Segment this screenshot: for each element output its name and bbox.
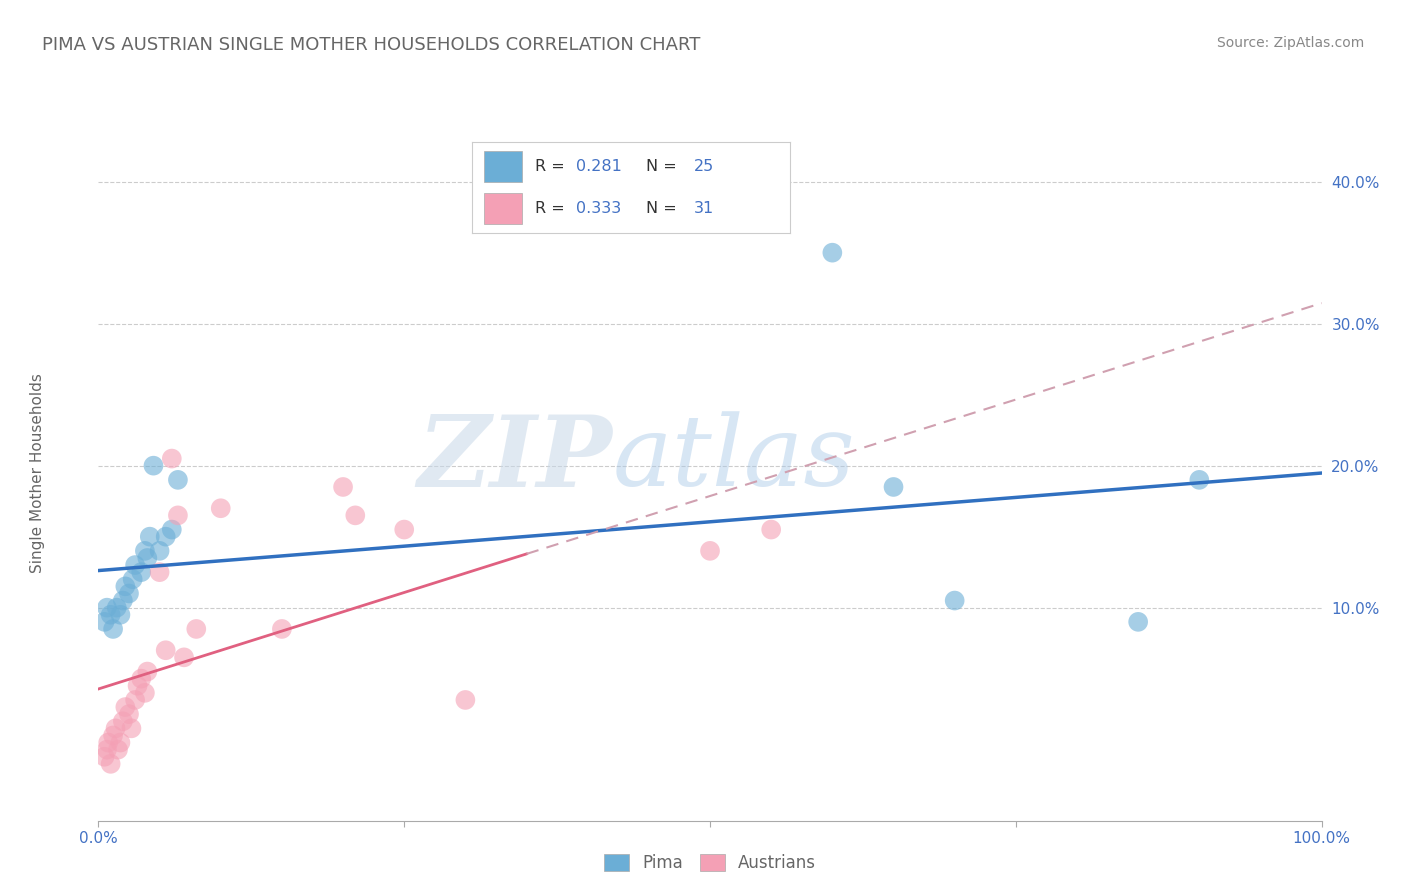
Text: PIMA VS AUSTRIAN SINGLE MOTHER HOUSEHOLDS CORRELATION CHART: PIMA VS AUSTRIAN SINGLE MOTHER HOUSEHOLD… <box>42 36 700 54</box>
Point <box>127 679 149 693</box>
Point <box>136 551 159 566</box>
Point <box>93 615 115 629</box>
Point <box>97 735 120 749</box>
Point <box>114 700 136 714</box>
Text: Source: ZipAtlas.com: Source: ZipAtlas.com <box>1216 36 1364 50</box>
Point <box>332 480 354 494</box>
Point <box>270 622 294 636</box>
Point <box>883 480 905 494</box>
Point <box>124 693 146 707</box>
Point <box>209 501 232 516</box>
Point <box>160 451 183 466</box>
Point <box>155 530 177 544</box>
Point <box>344 508 367 523</box>
Point <box>160 523 183 537</box>
Point <box>699 544 721 558</box>
Point <box>1128 615 1150 629</box>
Point <box>118 707 141 722</box>
Point <box>392 523 416 537</box>
Point <box>101 728 124 742</box>
Point <box>121 572 143 586</box>
Point <box>142 458 165 473</box>
Point <box>821 245 844 260</box>
Point <box>110 735 132 749</box>
Point <box>118 586 141 600</box>
Text: ZIP: ZIP <box>418 410 612 507</box>
Point <box>149 544 172 558</box>
Point <box>114 579 136 593</box>
Point <box>110 607 132 622</box>
Point <box>134 686 156 700</box>
Point <box>761 523 783 537</box>
Point <box>1188 473 1211 487</box>
Point <box>105 600 128 615</box>
Point <box>136 665 159 679</box>
Point <box>111 593 134 607</box>
Text: atlas: atlas <box>612 411 855 507</box>
Point <box>454 693 477 707</box>
Point <box>96 742 118 756</box>
Point <box>186 622 208 636</box>
Point <box>120 722 142 736</box>
Point <box>155 643 177 657</box>
Point <box>107 742 129 756</box>
Point <box>173 650 195 665</box>
Point <box>943 593 966 607</box>
Text: Single Mother Households: Single Mother Households <box>30 373 45 573</box>
Point <box>167 508 190 523</box>
Point <box>101 622 124 636</box>
Point <box>124 558 146 572</box>
Point <box>134 544 156 558</box>
Point <box>129 565 152 579</box>
Legend: Pima, Austrians: Pima, Austrians <box>598 847 823 879</box>
Point <box>167 473 190 487</box>
Point <box>100 756 122 771</box>
Point <box>100 607 122 622</box>
Point <box>93 749 115 764</box>
Point <box>96 600 118 615</box>
Point <box>129 672 152 686</box>
Point <box>104 722 127 736</box>
Point <box>149 565 172 579</box>
Point <box>139 530 162 544</box>
Point <box>111 714 134 729</box>
